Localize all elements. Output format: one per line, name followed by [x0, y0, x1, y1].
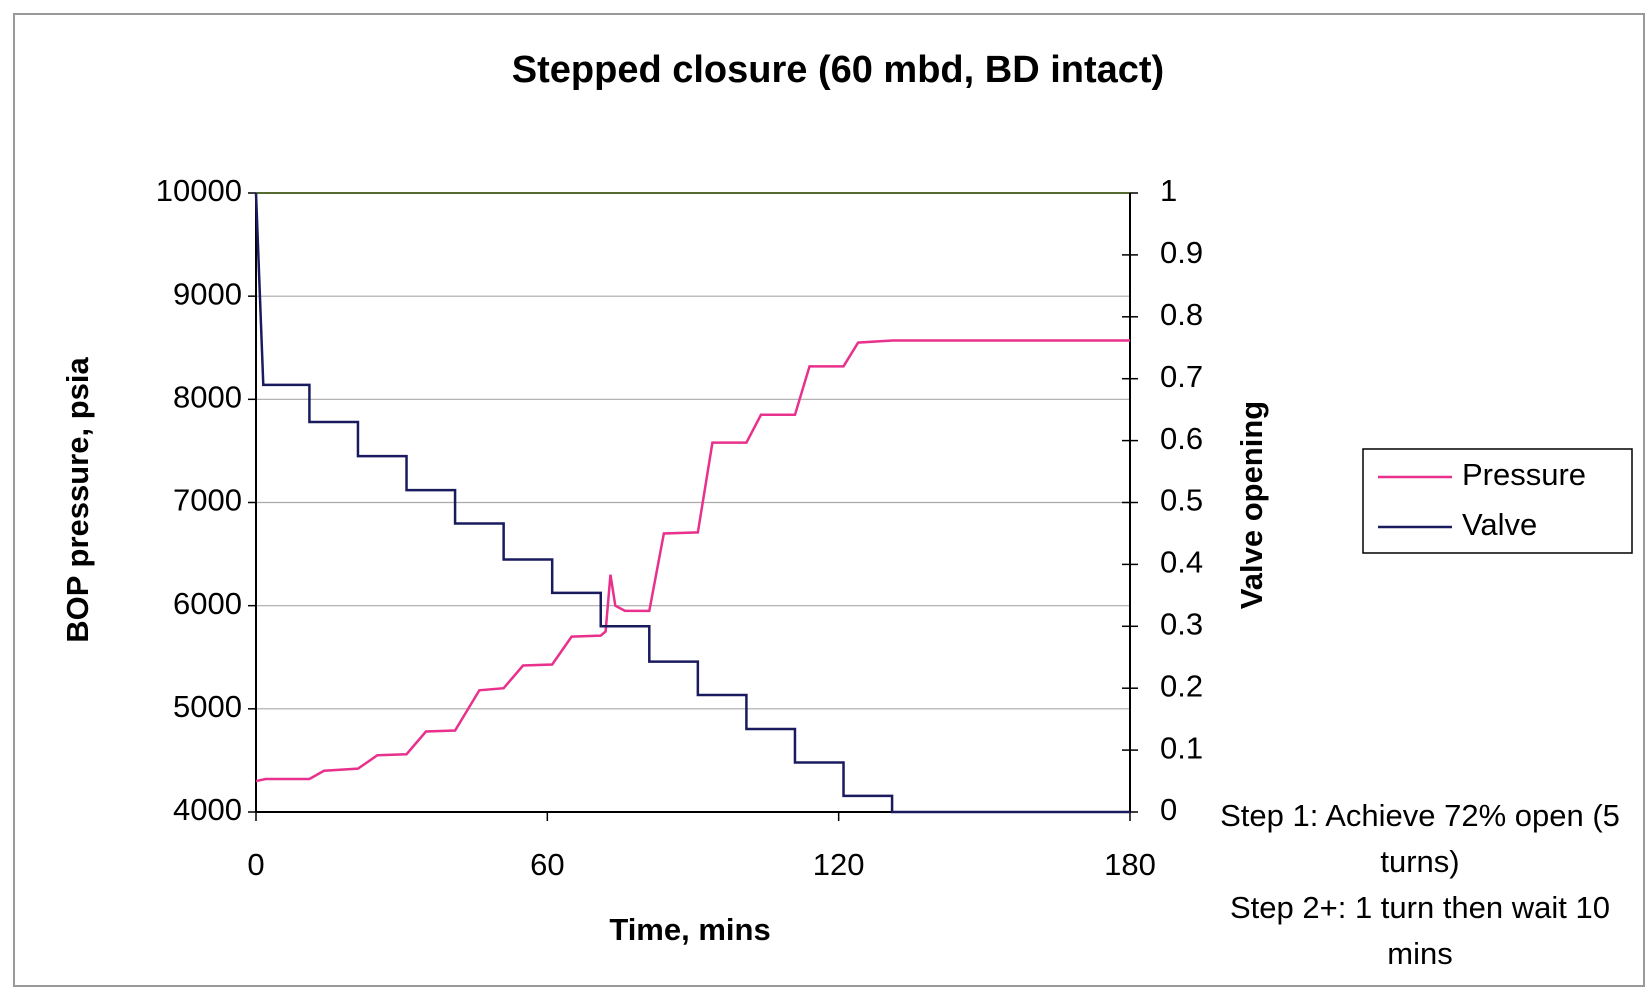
- y2-tick-label: 1: [1160, 173, 1177, 208]
- y2-tick-label: 0.7: [1160, 359, 1203, 394]
- chart-title: Stepped closure (60 mbd, BD intact): [512, 49, 1164, 91]
- annotation: Step 2+: 1 turn then wait 10 mins: [1229, 890, 1610, 971]
- legend-label: Valve: [1462, 507, 1537, 542]
- y-tick-label: 8000: [173, 380, 242, 415]
- y2-tick-label: 0.6: [1160, 421, 1203, 456]
- y-tick-label: 4000: [173, 792, 242, 827]
- y-tick-label: 5000: [173, 689, 242, 724]
- legend: [1362, 448, 1633, 554]
- y-tick-label: 9000: [173, 276, 242, 311]
- chart-frame: [13, 13, 1645, 987]
- y-tick-label: 7000: [173, 483, 242, 518]
- legend-label: Pressure: [1462, 457, 1586, 492]
- y2-tick-label: 0: [1160, 792, 1177, 827]
- y2-tick-label: 0.8: [1160, 297, 1203, 332]
- y-axis-label: BOP pressure, psia: [60, 357, 95, 643]
- annotation: Step 1: Achieve 72% open (5 turns): [1220, 798, 1620, 879]
- y2-axis-label: Valve opening: [1234, 401, 1269, 609]
- y-tick-label: 10000: [156, 173, 242, 208]
- y2-tick-label: 0.9: [1160, 235, 1203, 270]
- x-tick-label: 0: [247, 847, 264, 882]
- x-axis-label: Time, mins: [609, 912, 770, 947]
- y-tick-label: 6000: [173, 586, 242, 621]
- series-line: [255, 339, 1130, 783]
- y2-tick-label: 0.5: [1160, 483, 1203, 518]
- x-tick-label: 60: [530, 847, 564, 882]
- y2-tick-label: 0.1: [1160, 730, 1203, 765]
- x-tick-label: 120: [813, 847, 865, 882]
- x-tick-label: 180: [1104, 847, 1156, 882]
- y2-tick-label: 0.4: [1160, 545, 1203, 580]
- y2-tick-label: 0.2: [1160, 668, 1203, 703]
- series-line: [254, 192, 1130, 814]
- y2-tick-label: 0.3: [1160, 606, 1203, 641]
